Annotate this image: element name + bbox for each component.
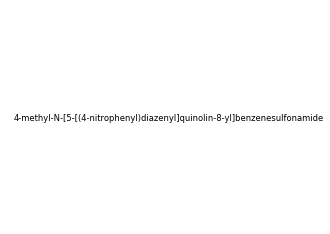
Text: 4-methyl-N-[5-[(4-nitrophenyl)diazenyl]quinolin-8-yl]benzenesulfonamide: 4-methyl-N-[5-[(4-nitrophenyl)diazenyl]q… (14, 114, 324, 123)
